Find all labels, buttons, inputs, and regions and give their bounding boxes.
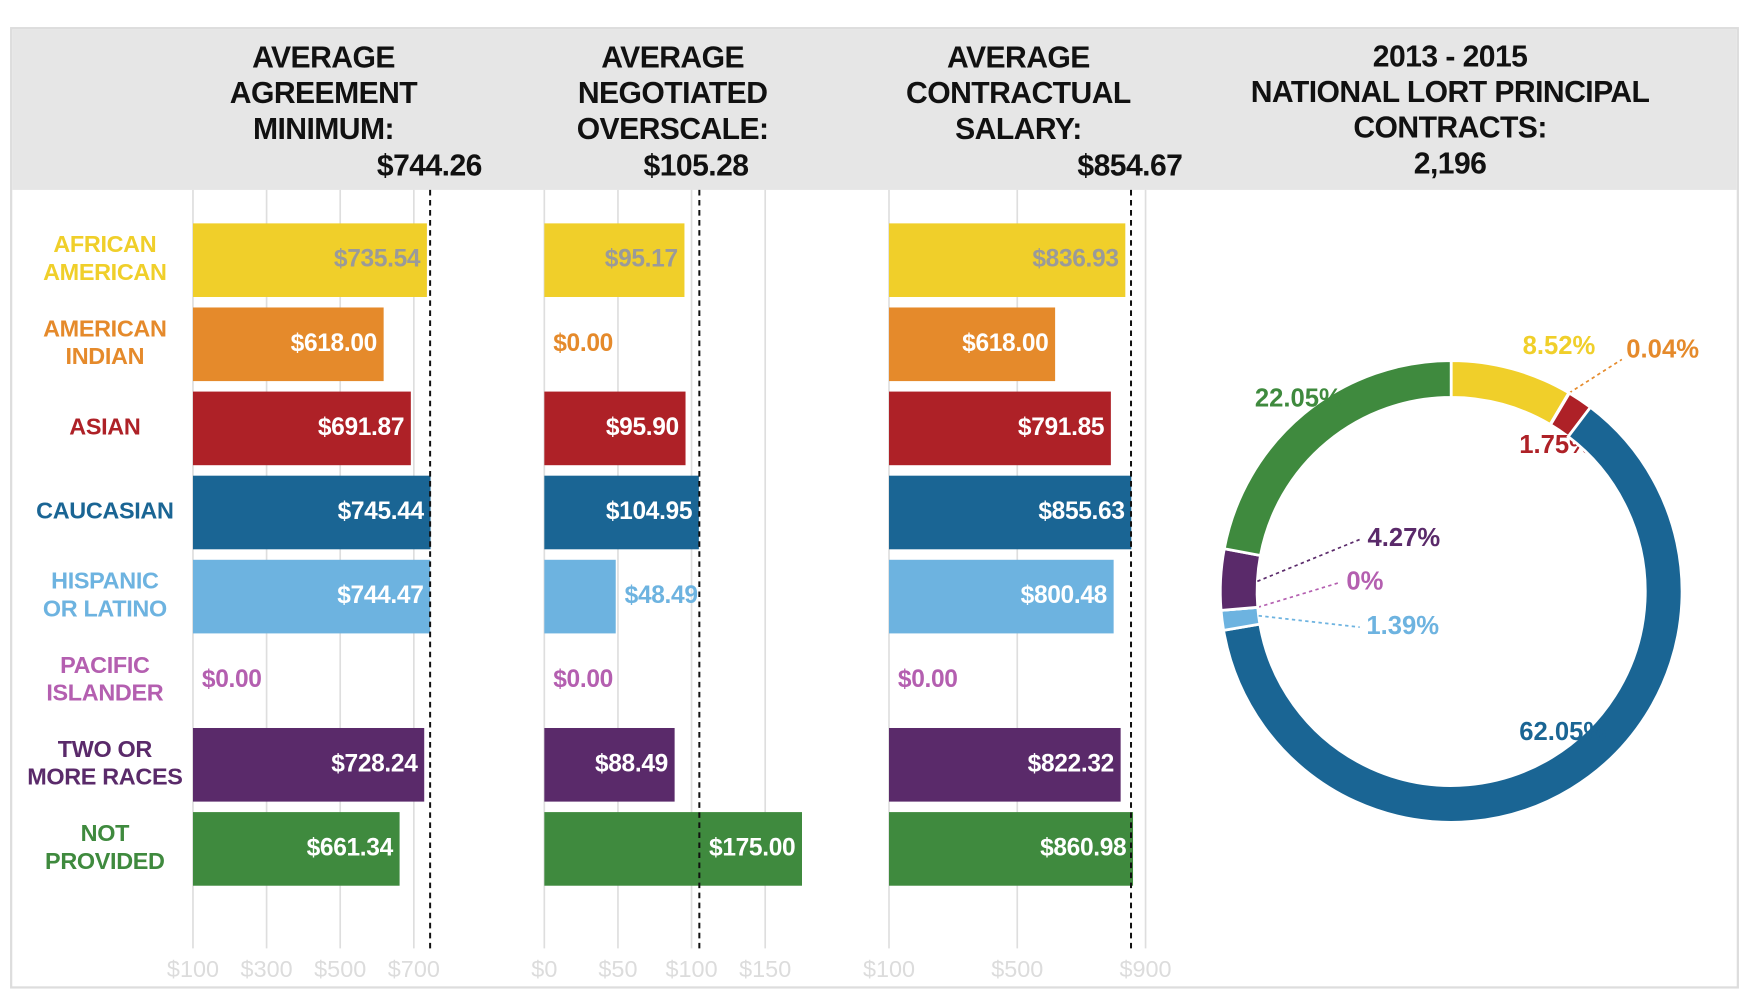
category-label: TWO OR MORE RACES [27, 736, 182, 790]
x-tick-label: $50 [598, 956, 637, 982]
average-label: $105.28 [644, 150, 749, 183]
value-label: $745.44 [338, 498, 425, 525]
x-tick-label: $700 [388, 956, 440, 982]
bar [889, 223, 1126, 297]
bar [544, 727, 675, 802]
bar [889, 812, 1134, 886]
bar [544, 812, 802, 886]
slice-label: 62.05% [1519, 718, 1606, 746]
value-label: $860.98 [1040, 834, 1126, 861]
bar [192, 727, 425, 802]
value-label: $661.34 [307, 834, 394, 861]
bar [544, 391, 686, 466]
bar [544, 223, 685, 297]
bar [889, 391, 1111, 466]
leader-line [1257, 538, 1362, 583]
total-label: 2,196 [1414, 147, 1487, 180]
bar [889, 559, 1114, 634]
bar [192, 223, 427, 297]
x-tick-label: $900 [1120, 956, 1172, 982]
value-label: $728.24 [331, 750, 418, 777]
bar [889, 307, 1056, 382]
x-tick-label: $300 [241, 956, 293, 982]
category-label: CAUCASIAN [36, 498, 173, 524]
slice-label: 1.39% [1366, 612, 1439, 640]
donut-segment [1222, 359, 1453, 558]
x-tick-label: $500 [991, 956, 1043, 982]
slice-label: 22.05% [1255, 384, 1342, 412]
value-label: $618.00 [962, 330, 1048, 357]
value-label: $88.49 [595, 750, 668, 777]
bar [544, 559, 616, 634]
slice-label: 0.04% [1626, 335, 1699, 363]
value-label: $618.00 [291, 330, 377, 357]
category-label: NOT PROVIDED [45, 820, 165, 874]
slice-label: 0% [1346, 567, 1383, 595]
value-label: $735.54 [334, 246, 421, 273]
category-label: AFRICAN AMERICAN [43, 231, 166, 285]
value-label: $744.47 [337, 582, 423, 609]
x-tick-label: $150 [739, 956, 791, 982]
x-tick-label: $100 [666, 956, 718, 982]
bar [544, 475, 699, 550]
slice-label: 8.52% [1523, 332, 1596, 360]
chart-title: 2013 - 2015 NATIONAL LORT PRINCIPAL CONTRA… [1251, 40, 1650, 144]
value-label: $855.63 [1038, 498, 1124, 525]
value-label: $0.00 [202, 666, 262, 693]
value-label: $48.49 [625, 582, 698, 609]
chart-title: AVERAGE CONTRACTUAL SALARY: [906, 41, 1131, 145]
bar [889, 727, 1121, 802]
donut-segment [1218, 547, 1263, 612]
x-tick-label: $100 [167, 956, 219, 982]
bar [192, 391, 411, 466]
value-label: $791.85 [1018, 414, 1104, 441]
chart-title: AVERAGE AGREEMENT MINIMUM: [230, 41, 419, 145]
donut-segment [1221, 405, 1684, 824]
bar [889, 475, 1132, 550]
bar [192, 475, 431, 550]
category-label: HISPANIC OR LATINO [43, 568, 167, 622]
bar [192, 812, 400, 886]
value-label: $822.32 [1028, 750, 1114, 777]
value-label: $175.00 [709, 834, 795, 861]
x-tick-label: $100 [863, 956, 915, 982]
value-label: $0.00 [898, 666, 958, 693]
value-label: $836.93 [1032, 246, 1118, 273]
category-label: AMERICAN INDIAN [43, 316, 166, 370]
category-label: PACIFIC ISLANDER [46, 652, 163, 706]
average-label: $854.67 [1077, 150, 1182, 183]
average-label: $744.26 [377, 150, 482, 183]
value-label: $95.90 [606, 414, 679, 441]
bar [192, 307, 384, 382]
category-label: ASIAN [69, 414, 140, 440]
value-label: $0.00 [553, 330, 613, 357]
value-label: $800.48 [1021, 582, 1107, 609]
slice-label: 4.27% [1368, 524, 1441, 552]
value-label: $0.00 [553, 666, 613, 693]
bar [192, 559, 431, 634]
header-band [12, 29, 1737, 190]
chart-title: AVERAGE NEGOTIATED OVERSCALE: [577, 41, 769, 145]
x-tick-label: $500 [314, 956, 366, 982]
leader-line [1257, 581, 1340, 609]
value-label: $95.17 [605, 246, 678, 273]
value-label: $691.87 [318, 414, 404, 441]
x-tick-label: $0 [531, 956, 557, 982]
value-label: $104.95 [606, 498, 692, 525]
